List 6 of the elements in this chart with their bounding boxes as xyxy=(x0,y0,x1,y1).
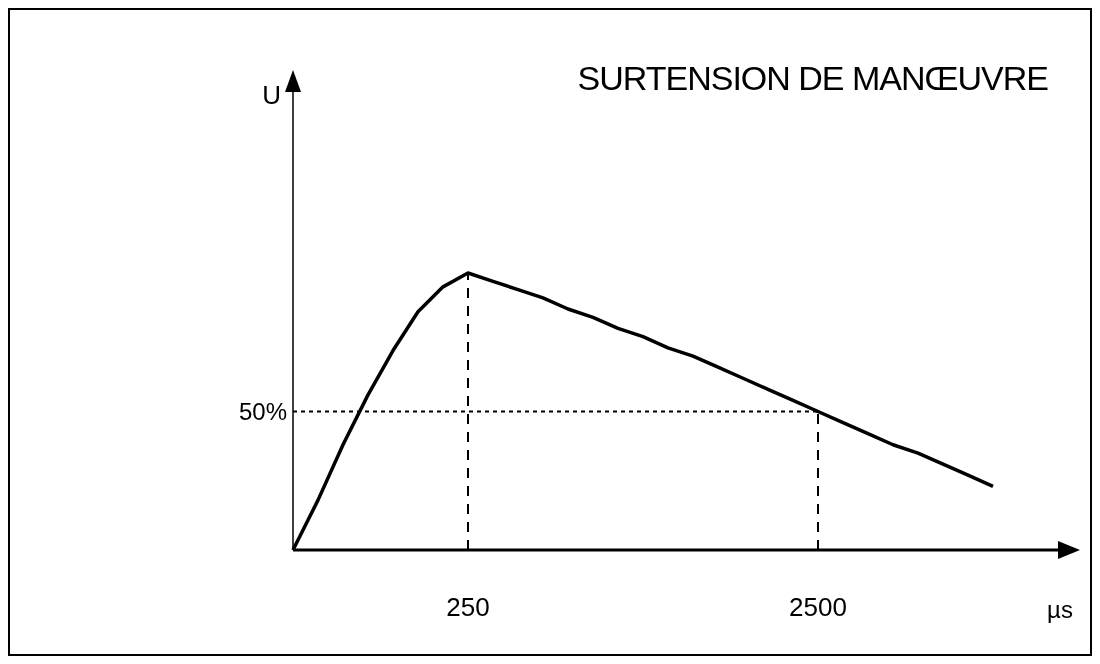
chart-title: SURTENSION DE MANŒUVRE xyxy=(577,59,1049,97)
x-axis-title: µs xyxy=(1047,596,1073,623)
ref-line-label: 50% xyxy=(238,397,287,425)
x-tick-label: 2500 xyxy=(789,592,847,622)
text: U xyxy=(262,80,281,110)
x-tick-label: 250 xyxy=(446,592,490,622)
